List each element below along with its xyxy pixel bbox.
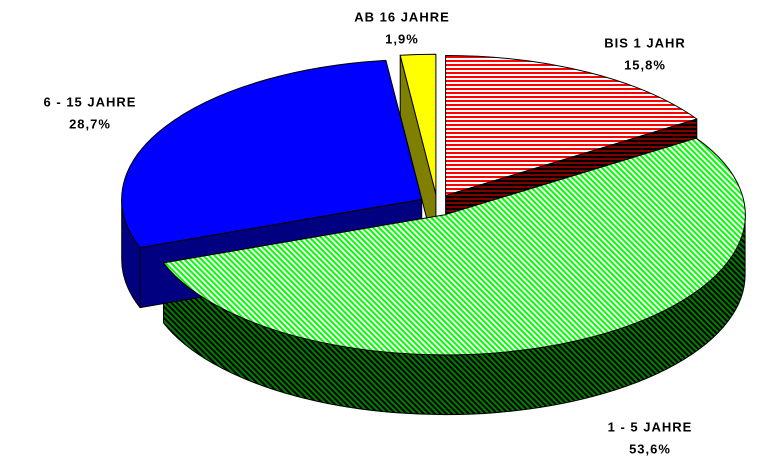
slice-value-label: 53,6%	[629, 441, 671, 456]
slice-label: BIS 1 JAHR	[604, 35, 686, 50]
slice-label: AB 16 JAHRE	[354, 9, 450, 24]
slice	[399, 53, 437, 195]
slice-value-label: 28,7%	[69, 116, 111, 131]
slice	[121, 59, 423, 249]
labels: BIS 1 JAHR 15,8% 1 - 5 JAHRE 53,6% 6 - 15 JA…	[44, 9, 693, 456]
slice-value-label: 15,8%	[624, 57, 666, 72]
pie-tops	[121, 53, 746, 356]
slice-value-label: 1,9%	[385, 31, 419, 46]
slice-label: 6 - 15 JAHRE	[44, 94, 137, 109]
slice-label: 1 - 5 JAHRE	[608, 419, 693, 434]
slice	[163, 137, 746, 356]
slice	[445, 55, 698, 196]
